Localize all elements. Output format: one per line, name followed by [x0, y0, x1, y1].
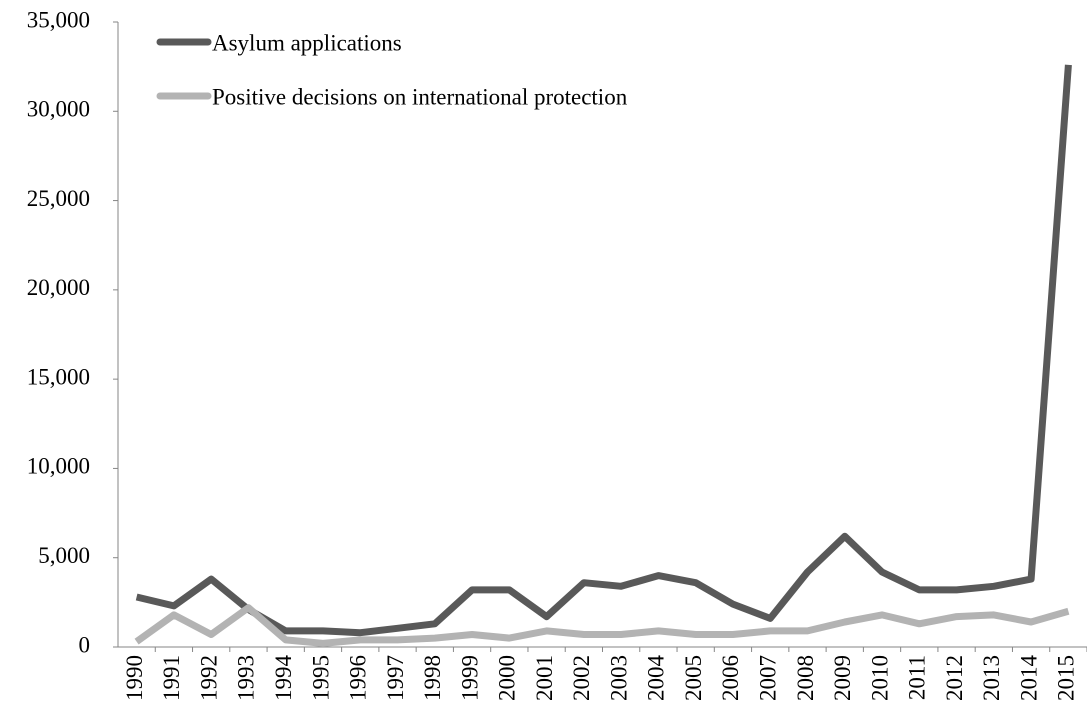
x-tick-label: 2012 [942, 655, 967, 701]
x-tick-label: 1995 [308, 655, 333, 701]
x-tick-label: 1999 [457, 655, 482, 701]
x-tick-label: 2002 [569, 655, 594, 701]
x-tick-label: 1990 [122, 655, 147, 701]
y-tick-label: 15,000 [27, 364, 90, 389]
x-tick-label: 1996 [346, 655, 371, 701]
y-tick-label: 0 [79, 632, 91, 657]
y-tick-label: 35,000 [27, 7, 90, 32]
x-tick-label: 2011 [905, 655, 930, 700]
y-tick-label: 20,000 [27, 275, 90, 300]
series-line [135, 64, 1072, 637]
x-tick-label: 1998 [420, 655, 445, 701]
x-tick-label: 2000 [495, 655, 520, 701]
series-line [134, 604, 1070, 647]
x-tick-label: 2001 [532, 655, 557, 701]
y-tick-label: 5,000 [38, 543, 90, 568]
y-tick-label: 25,000 [27, 186, 90, 211]
x-tick-label: 2008 [793, 655, 818, 701]
x-tick-label: 1991 [159, 655, 184, 701]
x-tick-label: 2003 [606, 655, 631, 701]
y-tick-label: 10,000 [27, 454, 90, 479]
legend-label: Positive decisions on international prot… [212, 84, 628, 109]
x-tick-label: 2007 [755, 655, 780, 701]
x-tick-label: 2009 [830, 655, 855, 701]
x-tick-label: 1993 [234, 655, 259, 701]
x-tick-label: 2014 [1016, 655, 1041, 702]
legend-label: Asylum applications [212, 30, 402, 55]
y-tick-label: 30,000 [27, 97, 90, 122]
x-tick-label: 2015 [1054, 655, 1079, 701]
x-tick-label: 2006 [718, 655, 743, 701]
x-tick-label: 1997 [383, 655, 408, 701]
x-tick-label: 2005 [681, 655, 706, 701]
x-tick-label: 2010 [867, 655, 892, 701]
x-tick-label: 2013 [979, 655, 1004, 701]
x-tick-label: 1994 [271, 655, 296, 702]
x-tick-label: 2004 [644, 655, 669, 702]
x-tick-label: 1992 [196, 655, 221, 701]
